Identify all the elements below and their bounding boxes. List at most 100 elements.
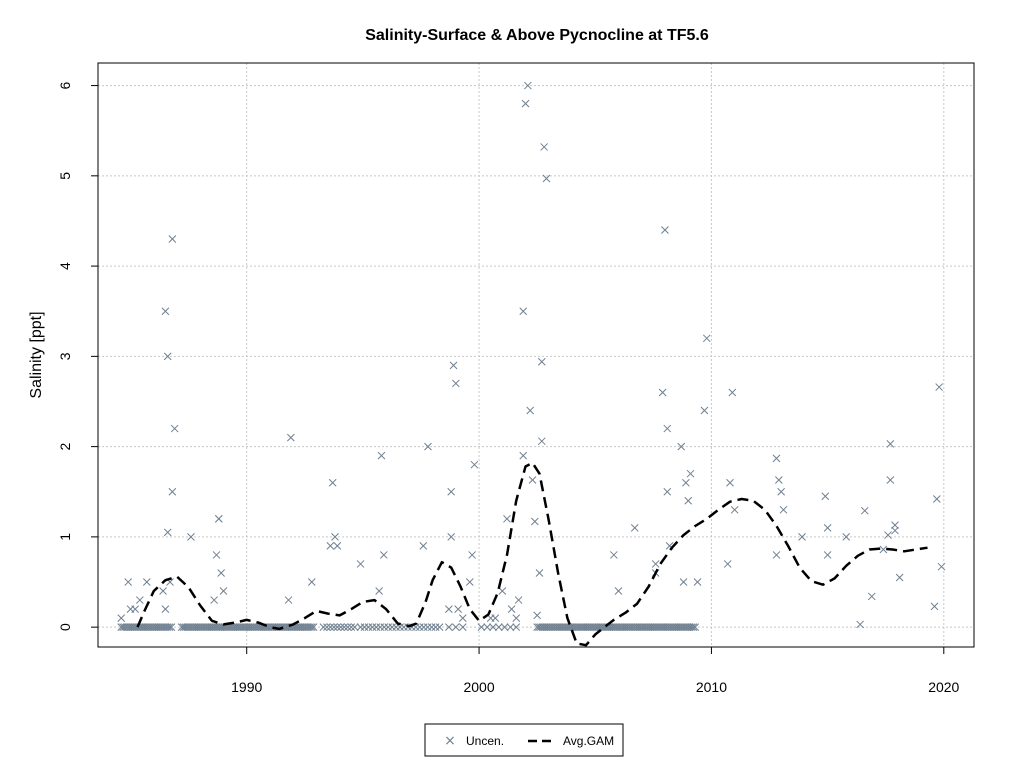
scatter-point [642,623,651,631]
scatter-point [577,623,586,631]
scatter-point [687,623,696,631]
scatter-point [163,352,172,361]
scatter-point [214,514,223,523]
scatter-point [203,623,212,631]
scatter-point [163,623,172,631]
scatter-point [117,614,126,622]
scatter-point [798,533,806,541]
scatter-point [551,623,560,631]
scatter-point [693,578,702,586]
scatter-point [700,406,709,415]
scatter-point [618,623,627,631]
scatter-point [142,578,151,586]
scatter-point [772,454,781,463]
scatter-point [514,596,523,604]
scatter-point [376,623,385,631]
scatter-point [528,476,537,484]
scatter-point [188,623,197,631]
scatter-point [219,587,228,595]
scatter-point [663,623,672,631]
scatter-point [239,623,247,631]
scatter-point [512,623,521,631]
scatter-point [691,623,700,631]
scatter-point [544,623,553,631]
scatter-point [777,487,785,496]
scatter-point [572,623,581,631]
scatter-point [537,437,546,446]
scatter-point [506,623,515,631]
scatter-point [211,623,219,631]
scatter-point [396,623,404,631]
scatter-point [774,476,783,484]
scatter-point [661,623,670,631]
scatter-point [856,620,864,629]
scatter-point [177,623,186,631]
scatter-point [331,533,339,541]
scatter-point [570,623,579,631]
scatter-point [161,623,170,631]
scatter-point [124,623,133,631]
scatter-point [555,623,564,631]
scatter-point [723,560,732,568]
scatter-point [823,523,832,532]
scatter-point [679,578,688,586]
scatter-point [932,495,941,503]
scatter-point [596,623,605,631]
scatter-point [680,623,688,631]
scatter-point [616,623,625,631]
scatter-point [609,623,618,631]
scatter-point [937,562,946,571]
x-axis: 1990 2000 2010 2020 [231,647,960,695]
scatter-point [179,623,188,631]
scatter-point [650,623,659,631]
scatter-point [823,551,832,559]
scatter-point [494,623,503,631]
scatter-point [246,623,255,631]
scatter-point [160,623,168,631]
scatter-point [587,623,595,631]
scatter-point [659,623,668,631]
scatter-point [686,469,695,478]
scatter-point [350,623,359,631]
scatter-point [209,623,218,631]
scatter-point [372,623,381,631]
scatter-point [631,623,640,631]
scatter-point [676,623,685,631]
scatter-point [190,623,199,631]
scatter-point [468,551,476,559]
scatter-point [561,623,569,631]
scatter-point [214,623,223,631]
x-tick-label: 1990 [231,679,262,695]
scatter-point [130,623,139,631]
scatter-point [170,424,179,433]
scatter-point [284,596,293,604]
scatter-point [141,623,150,631]
scatter-point [154,623,163,631]
y-axis-label: Salinity [ppt] [28,311,45,398]
scatter-point [702,334,711,343]
scatter-point [581,623,590,631]
x-tick-label: 2020 [928,679,959,695]
scatter-point [530,517,539,526]
scatter-point [519,307,528,316]
gam-line-group [136,461,928,647]
scatter-point [651,560,660,568]
scatter-point [309,623,318,631]
scatter-point [576,623,584,631]
scatter-point [641,623,649,631]
scatter-point [891,521,899,529]
scatter-point [590,623,599,631]
scatter-point [654,623,662,631]
scatter-point [458,623,467,631]
scatter-point [895,573,904,582]
scatter-point [639,623,647,631]
scatter-point [563,623,571,631]
scatter-point [592,623,601,631]
gam-line [136,461,928,647]
scatter-point [553,623,562,631]
scatter-point [465,578,474,586]
scatter-point [307,623,316,631]
scatter-point [728,388,737,397]
scatter-point [663,487,672,496]
